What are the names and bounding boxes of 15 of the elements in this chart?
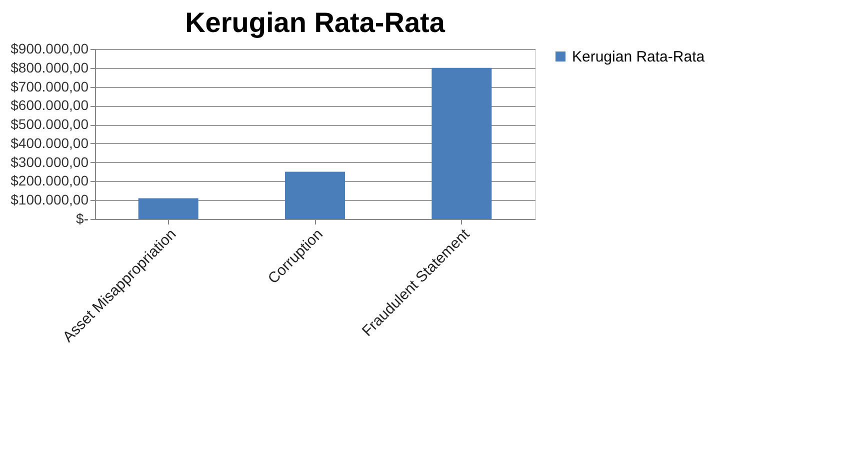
bar bbox=[138, 198, 198, 219]
y-tick-label: $600.000,00 bbox=[10, 97, 89, 114]
y-tick-label: $400.000,00 bbox=[10, 134, 89, 151]
y-tick-label: $800.000,00 bbox=[10, 59, 89, 76]
y-tick-label: $500.000,00 bbox=[10, 116, 89, 132]
y-tick-label: $100.000,00 bbox=[10, 192, 89, 208]
y-tick-label: $200.000,00 bbox=[10, 172, 89, 189]
y-tick-label: $900.000,00 bbox=[10, 40, 89, 56]
bar bbox=[432, 68, 492, 219]
legend-label: Kerugian Rata-Rata bbox=[572, 48, 706, 66]
y-tick-label: $700.000,00 bbox=[10, 78, 89, 94]
chart-title: Kerugian Rata-Rata bbox=[185, 7, 446, 38]
bar bbox=[285, 172, 345, 219]
y-tick-label: $- bbox=[76, 210, 89, 226]
y-tick-label: $300.000,00 bbox=[10, 154, 89, 170]
